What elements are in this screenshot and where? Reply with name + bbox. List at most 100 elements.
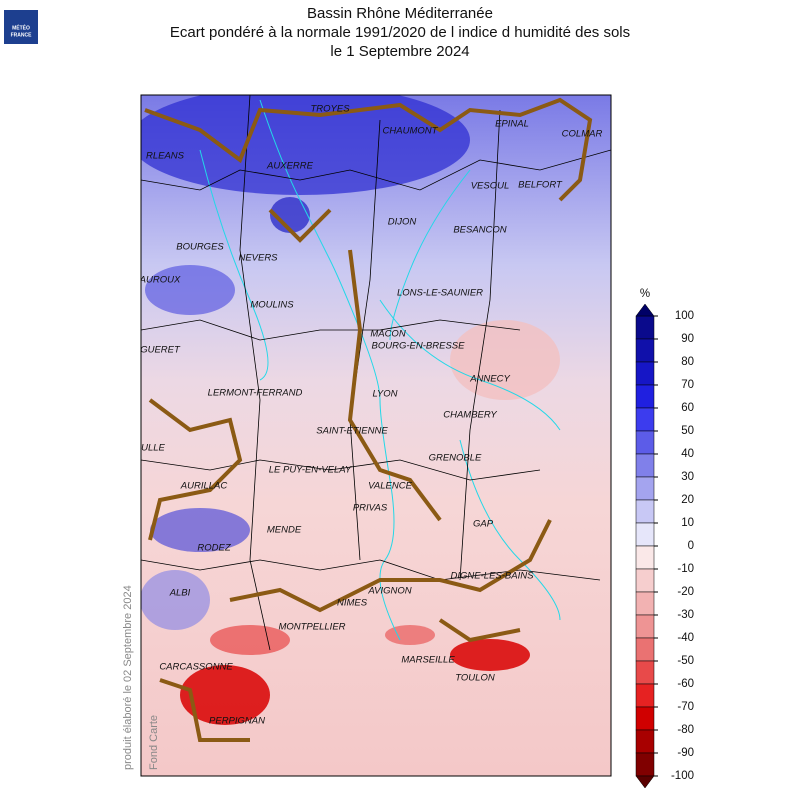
basin-border [159, 678, 250, 742]
city-label: VESOUL [471, 181, 510, 192]
city-label: RLEANS [146, 151, 185, 162]
colorbar-band [635, 706, 655, 731]
colorbar-tick-label: -30 [677, 609, 694, 621]
colorbar-tick-label: -90 [677, 747, 694, 759]
colorbar-tick-label: 20 [681, 494, 694, 506]
map-area [450, 639, 530, 671]
colorbar-tick-label: -100 [671, 770, 694, 782]
side-text: Fond Carte [148, 715, 160, 770]
city-label: AVIGNON [367, 586, 411, 597]
colorbar-unit: % [640, 288, 650, 300]
colorbar-band [635, 752, 655, 777]
colorbar-band [635, 476, 655, 501]
colorbar-tick-label: -80 [677, 724, 694, 736]
colorbar-tick-label: 60 [681, 402, 694, 414]
title: Bassin Rhône Méditerranée [307, 5, 493, 22]
city-label: BELFORT [518, 180, 563, 191]
city-label: VALENCE [368, 481, 412, 492]
map-area [180, 665, 270, 725]
colorbar-tick-label: 30 [681, 471, 694, 483]
colorbar-tick-label: 80 [681, 356, 694, 368]
map-background [141, 95, 611, 776]
colorbar-band [635, 522, 655, 547]
colorbar-tick-label: 0 [688, 540, 694, 552]
colorbar-band [635, 683, 655, 708]
city-label: TROYES [310, 104, 350, 115]
colorbar-band [635, 315, 655, 340]
border [239, 95, 271, 651]
map-area [141, 570, 210, 630]
colorbar-band [635, 499, 655, 524]
city-label: MOULINS [250, 300, 294, 311]
city-label: GRENOBLE [429, 453, 482, 464]
basin-border [148, 398, 243, 541]
colorbar-tick-label: 70 [681, 379, 694, 391]
colorbar-band [635, 361, 655, 386]
city-label: ANNECY [469, 374, 510, 385]
colorbar-band [635, 729, 655, 754]
colorbar-over [635, 303, 655, 317]
colorbar-band [635, 614, 655, 639]
map: TROYES CHAUMONT EPINAL COLMAR RLEANS AUXERRE V… [139, 95, 611, 776]
city-label: PERPIGNAN [209, 716, 265, 727]
city-label: LYON [373, 389, 398, 400]
colorbar-tick-label: 100 [675, 310, 694, 322]
city-label: ALBI [169, 588, 191, 599]
city-label: MACON [370, 329, 406, 340]
basin-border [438, 618, 521, 643]
title: le 1 Septembre 2024 [330, 43, 469, 60]
rivers [199, 99, 561, 641]
city-label: GAP [473, 519, 494, 530]
map-area [150, 508, 250, 552]
city-label: MARSEILLE [401, 655, 455, 666]
city-label: CARCASSONNE [159, 662, 233, 673]
city-label: MENDE [267, 525, 302, 536]
colorbar-tick-label: 40 [681, 448, 694, 460]
colorbar-band [635, 338, 655, 363]
colorbar-tick-label: 10 [681, 517, 694, 529]
city-label: COLMAR [562, 129, 603, 140]
city-label: BOURG-EN-BRESSE [372, 341, 466, 352]
city-label: TOULON [455, 673, 495, 684]
colorbar-tick-label: 50 [681, 425, 694, 437]
side-text: produit élaboré le 02 Septembre 2024 [122, 585, 134, 770]
colorbar-band [635, 430, 655, 455]
department-borders [141, 95, 611, 651]
city-label: LE PUY-EN-VELAY [269, 465, 352, 476]
map-area [270, 197, 310, 233]
city-label: CHAUMONT [383, 126, 439, 137]
basin-border [268, 208, 332, 243]
city-label: CHAMBERY [443, 410, 497, 421]
basin-border [144, 97, 593, 202]
colorbar-tick-label: -50 [677, 655, 694, 667]
city-label: AUROUX [139, 275, 181, 286]
map-area [450, 320, 560, 400]
city-label: AUXERRE [266, 161, 314, 172]
border [349, 119, 381, 561]
logo-box [4, 10, 38, 44]
colorbar-tick-label: -40 [677, 632, 694, 644]
colorbar-band [635, 637, 655, 662]
city-label: SAINT-ETIENNE [316, 426, 388, 437]
colorbar-band [635, 660, 655, 685]
city-label: LERMONT-FERRAND [208, 388, 303, 399]
colorbar-band [635, 453, 655, 478]
city-label: LONS-LE-SAUNIER [397, 288, 483, 299]
city-label: DIJON [388, 217, 417, 228]
border [459, 109, 501, 581]
map-area [145, 265, 235, 315]
city-label: BOURGES [176, 242, 224, 253]
title: Ecart pondéré à la normale 1991/2020 de … [170, 24, 630, 41]
colorbar-tick-label: -70 [677, 701, 694, 713]
logo-text: FRANCE [11, 32, 32, 38]
basin-borders [144, 97, 593, 742]
river [259, 99, 401, 641]
map-area [385, 625, 435, 645]
city-label: AURILLAC [180, 481, 228, 492]
river [199, 149, 269, 381]
map-area [141, 95, 470, 195]
colorbar: % 1009080706050403020100-10-20-30-40-50-… [635, 288, 694, 789]
border [141, 319, 521, 341]
border [141, 559, 601, 581]
